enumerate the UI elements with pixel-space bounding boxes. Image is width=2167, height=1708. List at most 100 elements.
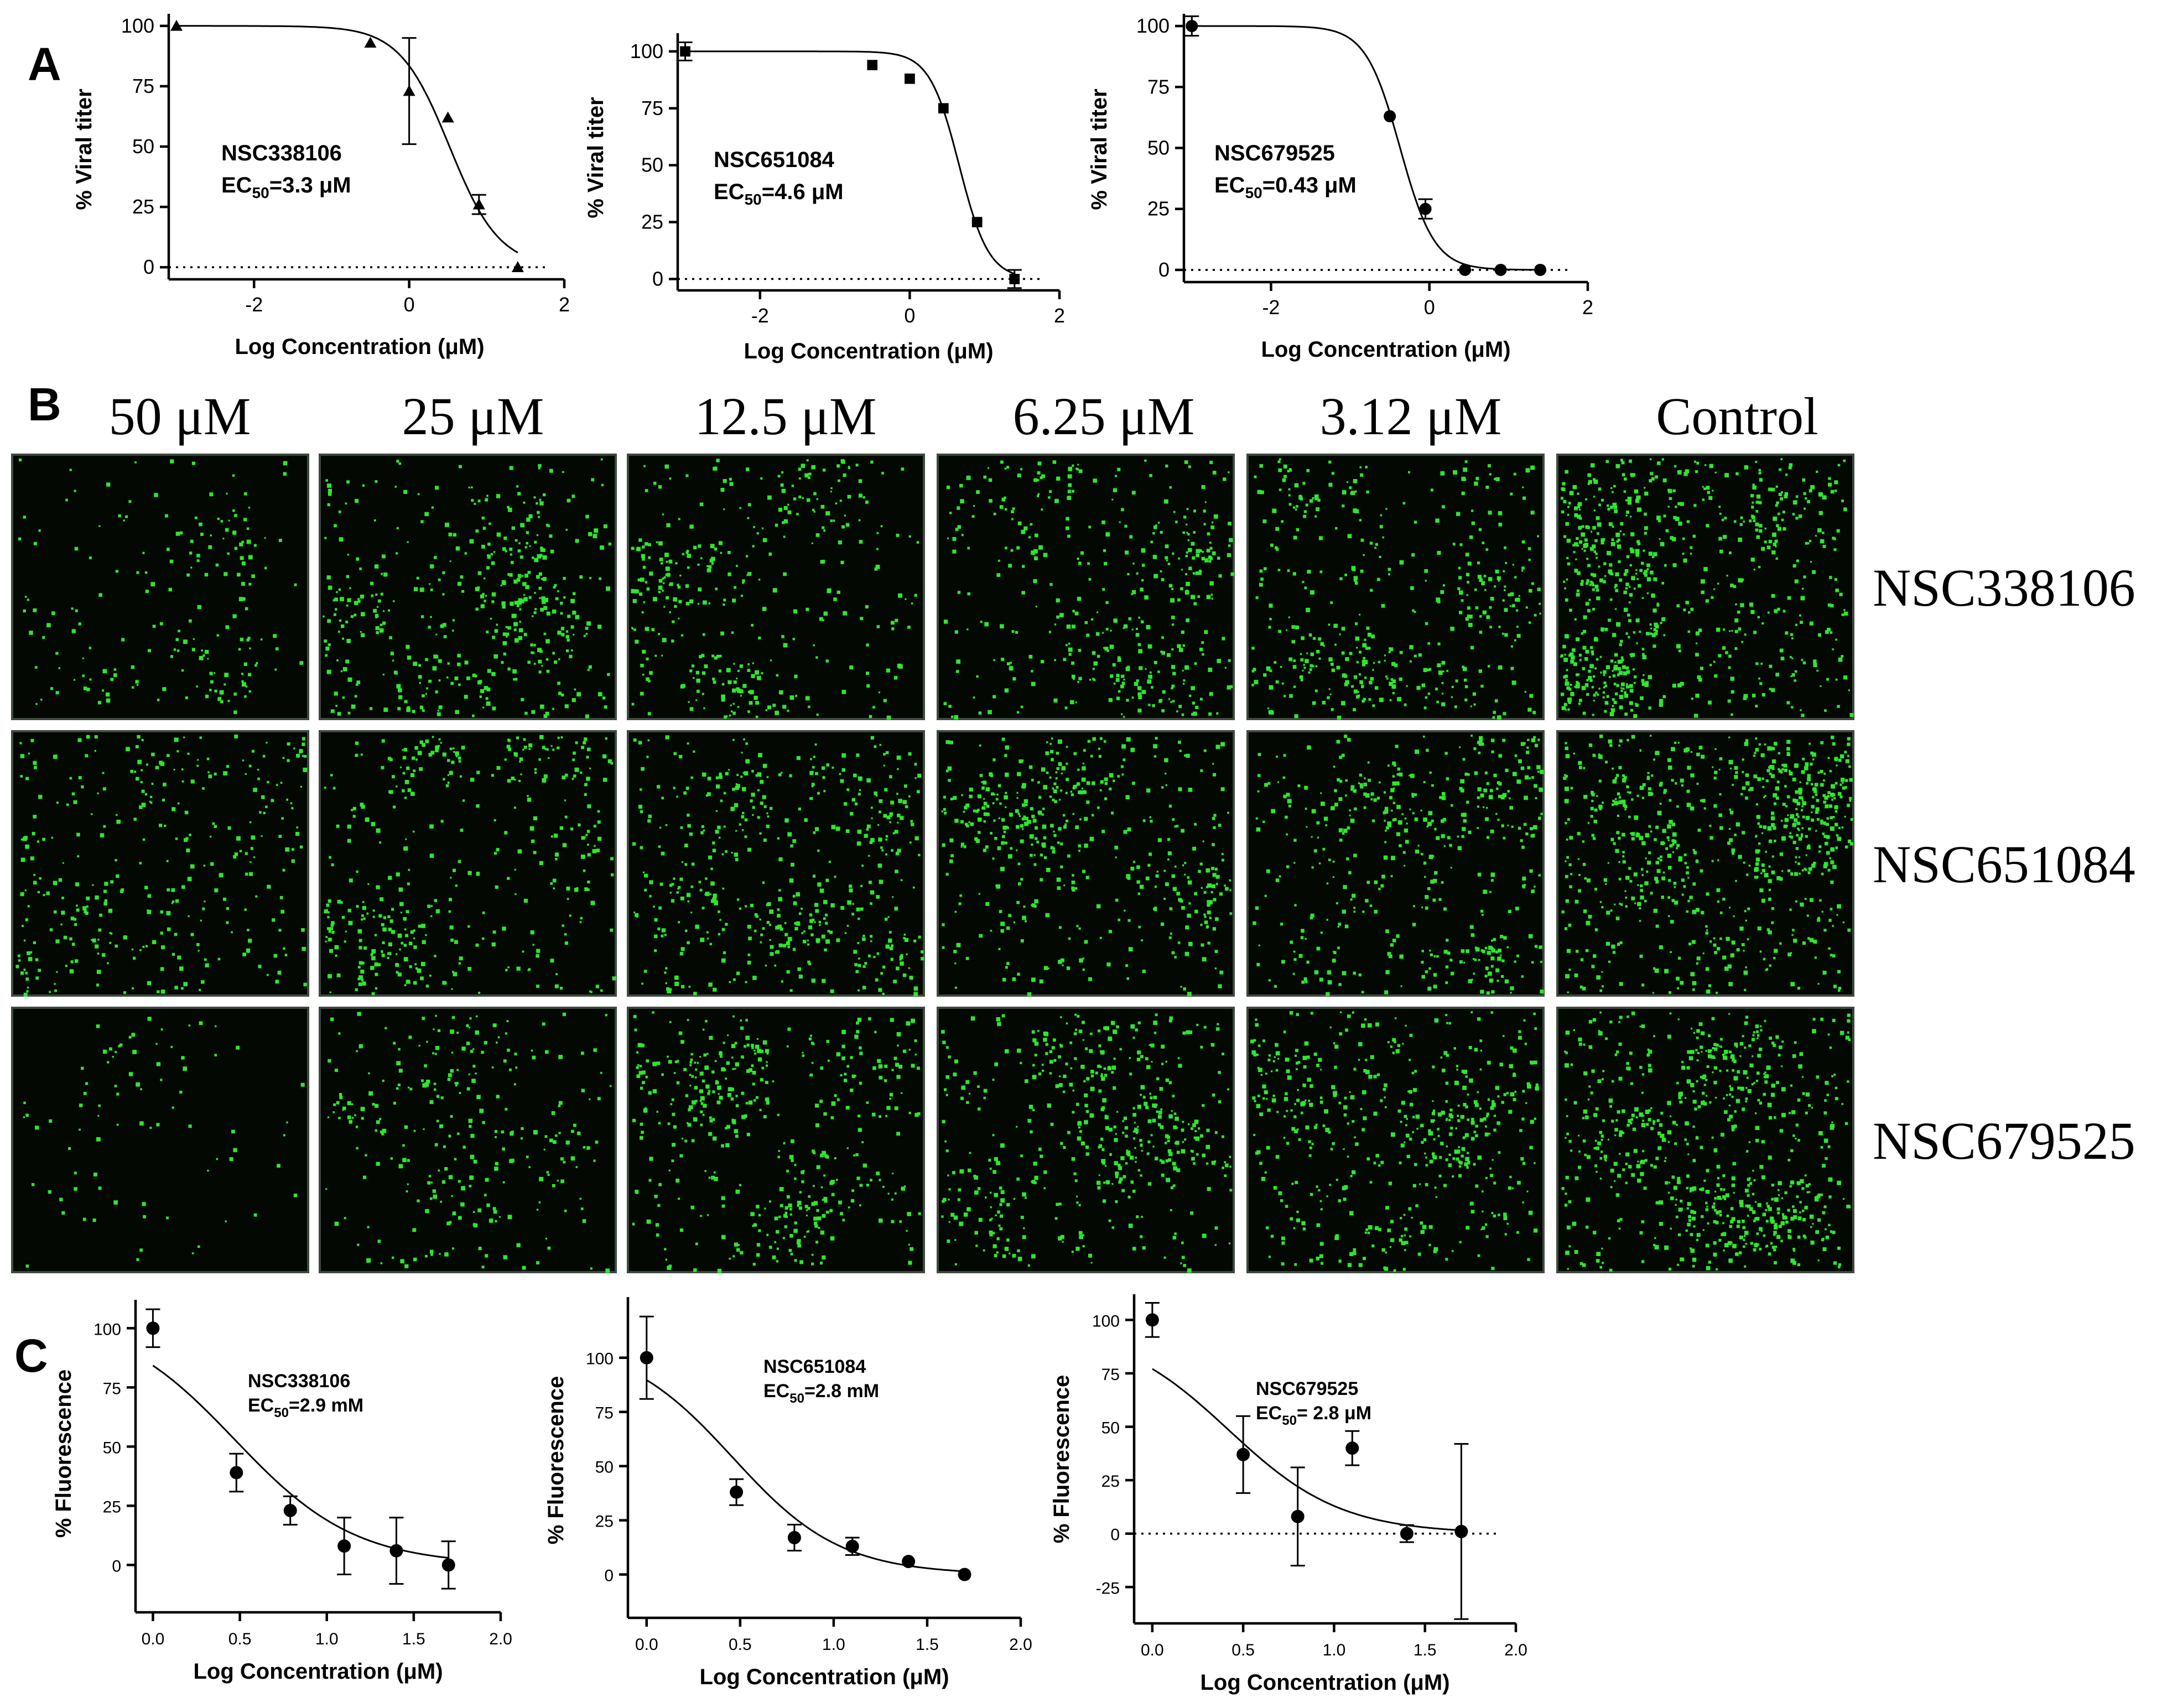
microscopy-tile [11, 454, 309, 720]
tile-background [319, 1007, 617, 1273]
tile-background [11, 730, 309, 997]
y-axis-label: % Viral titer [72, 88, 96, 210]
x-tick-label: 1.5 [916, 1636, 939, 1654]
x-axis-label: Log Concentration (μM) [235, 335, 484, 359]
concentration-column-label: 25 μM [402, 387, 544, 446]
tile-background [1246, 454, 1545, 720]
x-axis-label: Log Concentration (μM) [699, 1665, 949, 1689]
microscopy-tile [937, 730, 1235, 997]
data-point [905, 73, 915, 84]
x-tick-label: 2 [1582, 296, 1593, 319]
data-point [337, 1539, 351, 1553]
data-point [1454, 1524, 1468, 1538]
tile-background [11, 454, 309, 720]
ec50-subscript: 50 [252, 184, 269, 201]
y-tick-label: 100 [93, 1320, 121, 1339]
chart-c-nsc338106: 0 25 50 75 100 0.0 0.5 1.0 1.5 2.0 Log Concentrati… [51, 1300, 512, 1684]
microscopy-tile [1556, 454, 1854, 720]
data-point [1291, 1509, 1305, 1523]
ec50-subscript: 50 [789, 1391, 804, 1406]
compound-annotation: NSC651084 [763, 1356, 866, 1377]
microscopy-tile [1246, 730, 1545, 997]
y-tick-label: 0 [143, 256, 154, 278]
data-point [146, 1321, 160, 1335]
data-point [1400, 1527, 1414, 1540]
microscopy-tile [627, 1007, 925, 1273]
ec50-prefix: EC [1256, 1403, 1282, 1424]
chart-a-nsc679525: 0 25 50 75 100 -2 0 2 Log Concentration (μM) % Vi… [1087, 14, 1593, 362]
panel-letter-c: C [14, 1330, 48, 1382]
data-point [441, 1558, 455, 1572]
y-tick-label: 50 [595, 1459, 614, 1477]
compound-annotation: NSC679525 [1214, 141, 1335, 165]
fluorescent-cells [325, 1012, 612, 1273]
x-tick-label: 0.5 [228, 1630, 252, 1648]
tile-background [627, 1007, 925, 1273]
y-tick-label: 75 [132, 75, 154, 97]
tile-background [1556, 454, 1854, 720]
ec50-value: =2.9 mM [289, 1395, 363, 1416]
y-tick-label: 25 [1101, 1472, 1120, 1491]
data-point [472, 198, 485, 210]
tile-background [627, 454, 925, 720]
x-tick-label: 2 [1054, 304, 1065, 327]
x-tick-label: 2.0 [1009, 1636, 1032, 1654]
concentration-column-label: 6.25 μM [1013, 387, 1195, 446]
tile-background [1556, 1007, 1854, 1273]
x-tick-label: 0.0 [1141, 1641, 1164, 1659]
microscopy-tile [319, 454, 617, 720]
panel-letter-b: B [28, 378, 61, 430]
x-tick-label: 1.5 [1414, 1641, 1437, 1659]
data-point [389, 1544, 403, 1558]
data-point [1236, 1447, 1250, 1461]
data-point [730, 1485, 744, 1499]
microscopy-tile [627, 454, 925, 720]
ec50-annotation: EC50=2.8 mM [763, 1381, 879, 1406]
ec50-value: =4.6 μM [762, 180, 844, 204]
ec50-subscript: 50 [745, 191, 762, 208]
x-tick-label: -2 [751, 304, 769, 327]
fit-curve [646, 1379, 965, 1572]
y-tick-label: 50 [641, 154, 663, 176]
data-point [230, 1466, 243, 1480]
tile-background [11, 1007, 309, 1273]
ec50-annotation: EC50=0.43 μM [1214, 173, 1357, 201]
y-tick-label: 75 [103, 1379, 121, 1398]
x-tick-label: 0.0 [142, 1630, 165, 1648]
data-point [441, 111, 454, 123]
x-tick-label: 1.0 [315, 1630, 339, 1648]
fit-curve [1192, 25, 1541, 271]
x-tick-label: -2 [1262, 296, 1280, 319]
data-point [938, 103, 949, 114]
concentration-column-label: 3.12 μM [1320, 387, 1502, 446]
tile-background [1246, 1007, 1545, 1273]
ec50-annotation: EC50=3.3 μM [221, 173, 351, 201]
data-point [971, 217, 983, 227]
tile-background [1556, 730, 1854, 997]
y-tick-label: 100 [1136, 14, 1170, 37]
x-tick-label: 1.0 [822, 1636, 845, 1654]
ec50-value: =2.8 mM [804, 1381, 879, 1402]
data-point [1345, 1441, 1359, 1455]
y-axis-label: % Fluorescence [544, 1376, 568, 1545]
ec50-prefix: EC [248, 1395, 274, 1416]
ec50-subscript: 50 [274, 1405, 289, 1420]
fit-curve [176, 25, 518, 253]
compound-row-label: NSC651084 [1873, 835, 2135, 894]
y-tick-label: 75 [1101, 1366, 1120, 1384]
compound-row-label: NSC679525 [1873, 1111, 2135, 1170]
tile-background [319, 730, 617, 997]
y-tick-label: 0 [652, 267, 663, 290]
data-point [1419, 202, 1432, 215]
y-tick-label: 25 [103, 1498, 121, 1516]
data-point [680, 46, 690, 57]
y-tick-label: 100 [630, 40, 663, 63]
chart-a-nsc338106: 0 25 50 75 100 -2 0 2 Log Concentration (μM) % Vi… [72, 14, 570, 359]
chart-a-nsc651084: 0 25 50 75 100 -2 0 2 Log Concentration (μM) % Vi… [584, 33, 1065, 363]
fluorescent-cells [943, 459, 1234, 720]
y-tick-label: -25 [1096, 1579, 1120, 1597]
microscopy-tile [319, 730, 617, 997]
data-point [640, 1351, 653, 1365]
ec50-subscript: 50 [1245, 184, 1262, 201]
